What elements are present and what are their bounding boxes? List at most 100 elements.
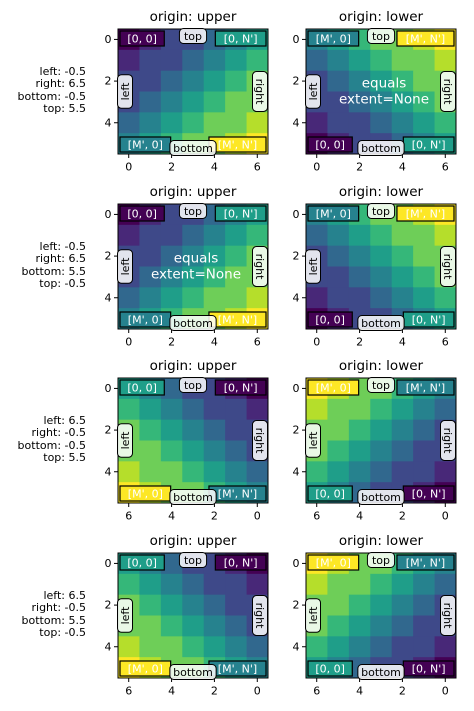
heatmap-cell	[434, 573, 457, 596]
subplot-title: origin: upper	[150, 9, 237, 25]
edge-label-box	[305, 249, 321, 284]
y-tick-label: 4	[105, 465, 112, 478]
heatmap-cell	[306, 636, 328, 658]
heatmap-cell	[306, 461, 328, 483]
y-tick-label: 4	[293, 291, 300, 304]
corner-label-box	[214, 205, 267, 222]
subplot-panel: origin: upper 6 4 2 0 0 2 4 [0, 0] [0, N'] [M', 0]…	[105, 358, 269, 523]
extent-label-line: top: -0.5	[39, 626, 86, 639]
x-tick-label: 6	[313, 685, 320, 698]
heatmap-cell	[391, 70, 414, 92]
corner-label: [0, N']	[412, 663, 446, 676]
heatmap-cell	[370, 49, 393, 72]
heatmap-cell	[139, 440, 162, 462]
heatmap-cell	[160, 461, 183, 483]
corner-label-box	[307, 136, 353, 153]
heatmap-cell	[391, 49, 414, 72]
edge-label-group: right	[440, 595, 456, 636]
heatmap-cell	[327, 594, 350, 616]
edge-label-group: bottom	[169, 315, 217, 331]
edge-label-group: left	[117, 249, 133, 284]
corner-label: [M', N']	[406, 208, 445, 221]
heatmap-cell	[246, 636, 269, 658]
y-tick-label: 2	[105, 75, 112, 88]
corner-label: [0, 0]	[127, 208, 157, 221]
edge-label-group: right	[440, 420, 456, 461]
heatmap-cell	[370, 287, 393, 309]
x-tick-label: 6	[125, 510, 132, 523]
heatmap-cell	[391, 615, 414, 637]
heatmap-cell	[413, 245, 435, 267]
heatmap-cell	[203, 398, 226, 421]
heatmap-cell	[413, 224, 435, 247]
edge-label-left: left	[119, 82, 132, 101]
heatmap-cell	[391, 266, 414, 288]
edge-label-box	[252, 595, 268, 636]
edge-label-group: left	[305, 423, 321, 458]
edge-label-group: left	[117, 74, 133, 109]
corner-label: [M', N']	[406, 33, 445, 46]
heatmap-cell	[139, 112, 162, 134]
corner-label: [0, N']	[224, 208, 258, 221]
edge-label-group: right	[440, 246, 456, 287]
heatmap-cell	[225, 461, 247, 483]
corner-label: [0, 0]	[315, 139, 345, 152]
heatmap-cell	[139, 266, 162, 288]
heatmap-cell	[391, 461, 414, 483]
heatmap-cell	[348, 224, 371, 247]
edge-label-box	[252, 420, 268, 461]
y-tick-label: 0	[293, 33, 300, 46]
heatmap-cell	[327, 70, 350, 92]
heatmap-cell	[225, 594, 247, 616]
heatmap-cell	[434, 636, 457, 658]
heatmap-cell	[203, 573, 226, 596]
heatmap-cell	[327, 615, 350, 637]
edge-label-left: left	[307, 431, 320, 450]
heatmap-cell	[327, 112, 350, 134]
x-tick-label: 2	[399, 510, 406, 523]
edge-label-group: left	[305, 249, 321, 284]
heatmap-cell	[413, 594, 435, 616]
heatmap-cell	[413, 419, 435, 441]
corner-label: [0, 0]	[127, 382, 157, 395]
heatmap-cell	[348, 398, 371, 421]
corner-label-box	[119, 379, 165, 396]
corner-label: [M', N']	[406, 557, 445, 570]
edge-label-box	[366, 28, 396, 44]
edge-label-group: top	[178, 377, 208, 393]
heatmap-cell	[203, 419, 226, 441]
heatmap-cell	[391, 398, 414, 421]
corner-label-box	[307, 660, 353, 677]
corner-label-box	[307, 554, 360, 571]
edge-label-group: top	[178, 203, 208, 219]
x-tick-label: 0	[125, 336, 132, 349]
heatmap-cell	[160, 266, 183, 288]
heatmap-cell	[413, 615, 435, 637]
extent-label-line: right: -0.5	[31, 426, 86, 439]
corner-label-box	[214, 554, 267, 571]
corner-label: [M', 0]	[128, 139, 163, 152]
heatmap-cell	[139, 245, 162, 267]
corner-label: [M', N']	[406, 382, 445, 395]
corner-label-box	[307, 205, 360, 222]
heatmap-cell	[139, 398, 162, 421]
corner-label-box	[214, 30, 267, 47]
heatmap-cell	[370, 91, 393, 113]
corner-label: [M', N']	[218, 139, 257, 152]
heatmap-cell	[327, 461, 350, 483]
subplot-title: origin: lower	[339, 184, 424, 200]
x-tick-label: 2	[168, 336, 175, 349]
heatmap-cell	[306, 112, 328, 134]
x-tick-label: 2	[211, 510, 218, 523]
heatmap-cell	[160, 440, 183, 462]
extent-label-line: bottom: 5.5	[21, 264, 86, 278]
corner-label-box	[396, 554, 455, 571]
heatmap-cell	[370, 224, 393, 247]
edge-label-right: right	[253, 428, 266, 455]
corner-label-box	[307, 485, 353, 502]
edge-label-group: top	[178, 28, 208, 44]
heatmap-cell	[370, 594, 393, 616]
heatmap-cell	[118, 49, 140, 72]
x-tick-label: 0	[254, 685, 261, 698]
